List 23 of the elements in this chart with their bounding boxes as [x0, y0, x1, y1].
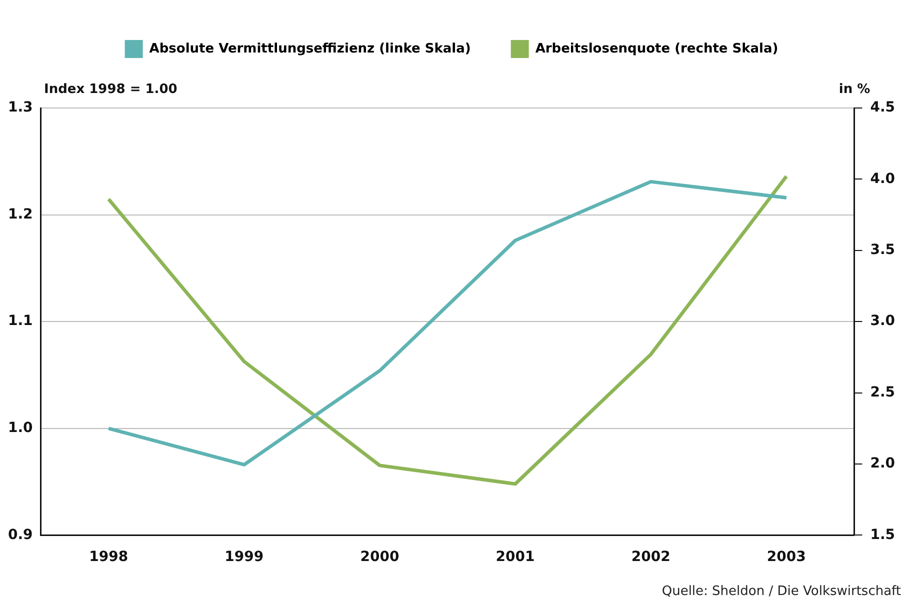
y2-tick-label: 3.0 — [870, 313, 896, 330]
y-tick-label: 1.0 — [8, 420, 34, 436]
y2-tick-label: 2.5 — [870, 384, 896, 400]
y-tick-label: 1.3 — [8, 100, 33, 116]
y2-tick-label: 2.0 — [870, 456, 896, 472]
legend-label: Arbeitslosenquote (rechte Skala) — [535, 41, 778, 56]
y-tick-label: 1.2 — [8, 206, 33, 222]
y2-tick-label: 4.5 — [870, 100, 896, 116]
y2-tick-label: 4.0 — [870, 170, 896, 187]
x-tick-label: 2000 — [360, 549, 400, 566]
x-tick-label: 2003 — [766, 549, 806, 566]
y-tick-label: 1.1 — [8, 313, 33, 330]
y2-axis-title: in % — [838, 82, 870, 97]
legend-label: Absolute Vermittlungseffizienz (linke Skala) — [149, 41, 471, 56]
y-tick-label: 0.9 — [8, 526, 33, 543]
source-note: Quelle: Sheldon / Die Volkswirtschaft — [662, 584, 901, 599]
x-tick-label: 2002 — [631, 549, 670, 566]
y2-tick-label: 1.5 — [870, 526, 896, 543]
x-tick-label: 1999 — [224, 549, 264, 566]
y2-tick-label: 3.5 — [870, 242, 896, 258]
x-tick-label: 1998 — [89, 549, 128, 566]
x-tick-label: 2001 — [496, 549, 535, 566]
y-axis-title: Index 1998 = 1.00 — [44, 82, 178, 97]
